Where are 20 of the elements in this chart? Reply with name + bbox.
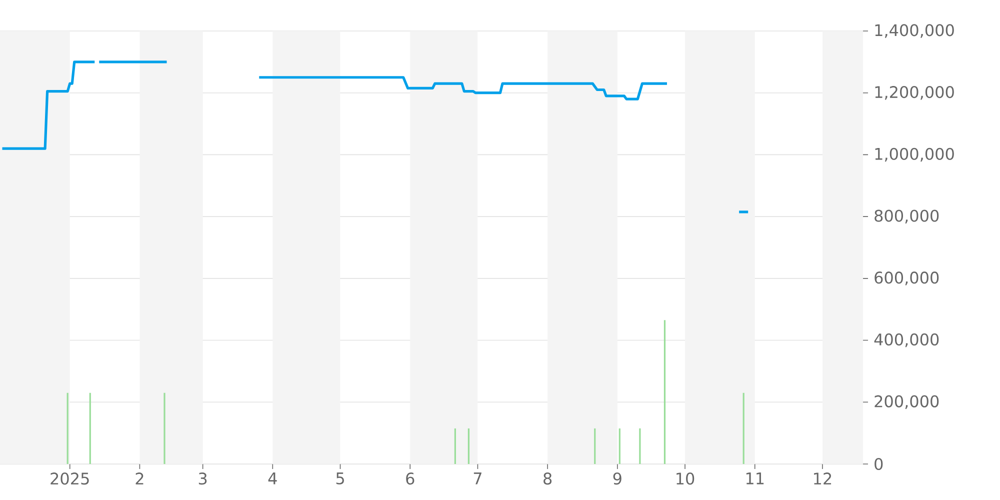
y-tick-label: 1,400,000 bbox=[875, 24, 954, 38]
x-tick-label: 3 bbox=[198, 472, 207, 485]
y-tick-label: 1,000,000 bbox=[875, 148, 954, 162]
x-tick-label: 7 bbox=[474, 472, 482, 484]
x-tick-label: 6 bbox=[406, 472, 414, 485]
y-tick-label: 400,000 bbox=[874, 333, 939, 348]
x-tick-label: 4 bbox=[268, 472, 277, 484]
y-tick-label: 200,000 bbox=[874, 395, 939, 410]
x-tick-label: 2 bbox=[136, 472, 144, 484]
x-tick-label: 11 bbox=[746, 472, 764, 484]
x-tick-label: 12 bbox=[814, 472, 832, 484]
y-tick-label: 800,000 bbox=[874, 210, 939, 224]
x-tick-label: 10 bbox=[676, 472, 694, 485]
y-tick-label: 600,000 bbox=[874, 272, 939, 286]
x-tick-label: 5 bbox=[336, 472, 344, 484]
x-tick-label: 8 bbox=[544, 472, 552, 485]
y-tick-label: 1,200,000 bbox=[875, 86, 954, 100]
x-tick-label: 9 bbox=[613, 472, 622, 485]
y-tick-label: 0 bbox=[874, 458, 883, 470]
x-tick-label: 2025 bbox=[50, 472, 89, 485]
